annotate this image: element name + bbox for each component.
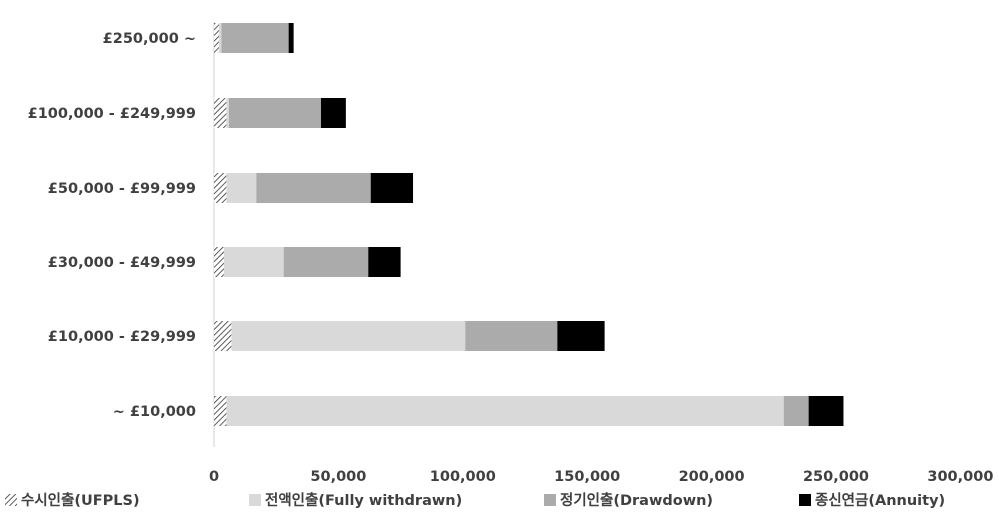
bar-segment-4-3 <box>557 321 605 351</box>
category-label: £30,000 - £49,999 <box>48 255 196 271</box>
x-tick-label: 100,000 <box>430 469 496 485</box>
legend-label-3: 종신연금(Annuity) <box>815 492 945 509</box>
bar-segment-2-3 <box>370 173 414 203</box>
x-tick-label: 250,000 <box>803 469 869 485</box>
category-label: £50,000 - £99,999 <box>48 181 196 197</box>
legend-label-0: 수시인출(UFPLS) <box>21 491 140 509</box>
bar-segment-1-1 <box>226 98 229 128</box>
bar-segment-3-0 <box>214 247 224 277</box>
x-tick-labels: 0 50,000 100,000 150,000 200,000 250,000 300,0… <box>209 469 993 485</box>
bar-segment-5-2 <box>783 396 809 426</box>
bar-segment-2-0 <box>214 173 227 203</box>
legend-swatch-1 <box>249 494 261 506</box>
category-label: £250,000 ~ <box>103 31 196 47</box>
bar-segment-1-0 <box>214 98 227 128</box>
bar-segment-0-3 <box>288 23 294 53</box>
category-labels: £250,000 ~ £100,000 - £249,999 £50,000 - £… <box>28 31 196 420</box>
bar-segment-3-2 <box>283 247 369 277</box>
bar-segment-0-1 <box>218 23 222 53</box>
bar-segment-3-3 <box>368 247 401 277</box>
legend-label-1: 전액인출(Fully withdrawn) <box>265 491 462 509</box>
bar-segment-1-2 <box>228 98 321 128</box>
legend-swatch-0 <box>5 494 17 506</box>
legend-swatch-3 <box>799 494 811 506</box>
bar-segment-0-2 <box>221 23 289 53</box>
bar-segment-1-3 <box>320 98 346 128</box>
bar-segment-5-1 <box>226 396 784 426</box>
bar-segment-4-1 <box>231 321 466 351</box>
bar-segment-4-0 <box>214 321 232 351</box>
bar-segment-2-1 <box>226 173 257 203</box>
category-label: ~ £10,000 <box>113 404 196 420</box>
legend: 수시인출(UFPLS) 전액인출(Fully withdrawn) 정기인출(Dra… <box>5 491 945 509</box>
x-tick-label: 150,000 <box>554 469 620 485</box>
bar-segment-0-0 <box>214 23 219 53</box>
bar-segment-2-2 <box>256 173 371 203</box>
bar-segment-5-3 <box>808 396 844 426</box>
bars-group <box>214 23 844 426</box>
x-tick-label: 0 <box>209 469 219 485</box>
bar-segment-4-2 <box>465 321 558 351</box>
x-tick-label: 50,000 <box>310 469 366 485</box>
bar-segment-3-1 <box>223 247 284 277</box>
category-label: £100,000 - £249,999 <box>28 106 196 122</box>
category-label: £10,000 - £29,999 <box>48 329 196 345</box>
bar-segment-5-0 <box>214 396 227 426</box>
x-tick-label: 300,000 <box>927 469 993 485</box>
legend-label-2: 정기인출(Drawdown) <box>560 491 713 509</box>
x-tick-label: 200,000 <box>679 469 745 485</box>
legend-swatch-2 <box>544 494 556 506</box>
